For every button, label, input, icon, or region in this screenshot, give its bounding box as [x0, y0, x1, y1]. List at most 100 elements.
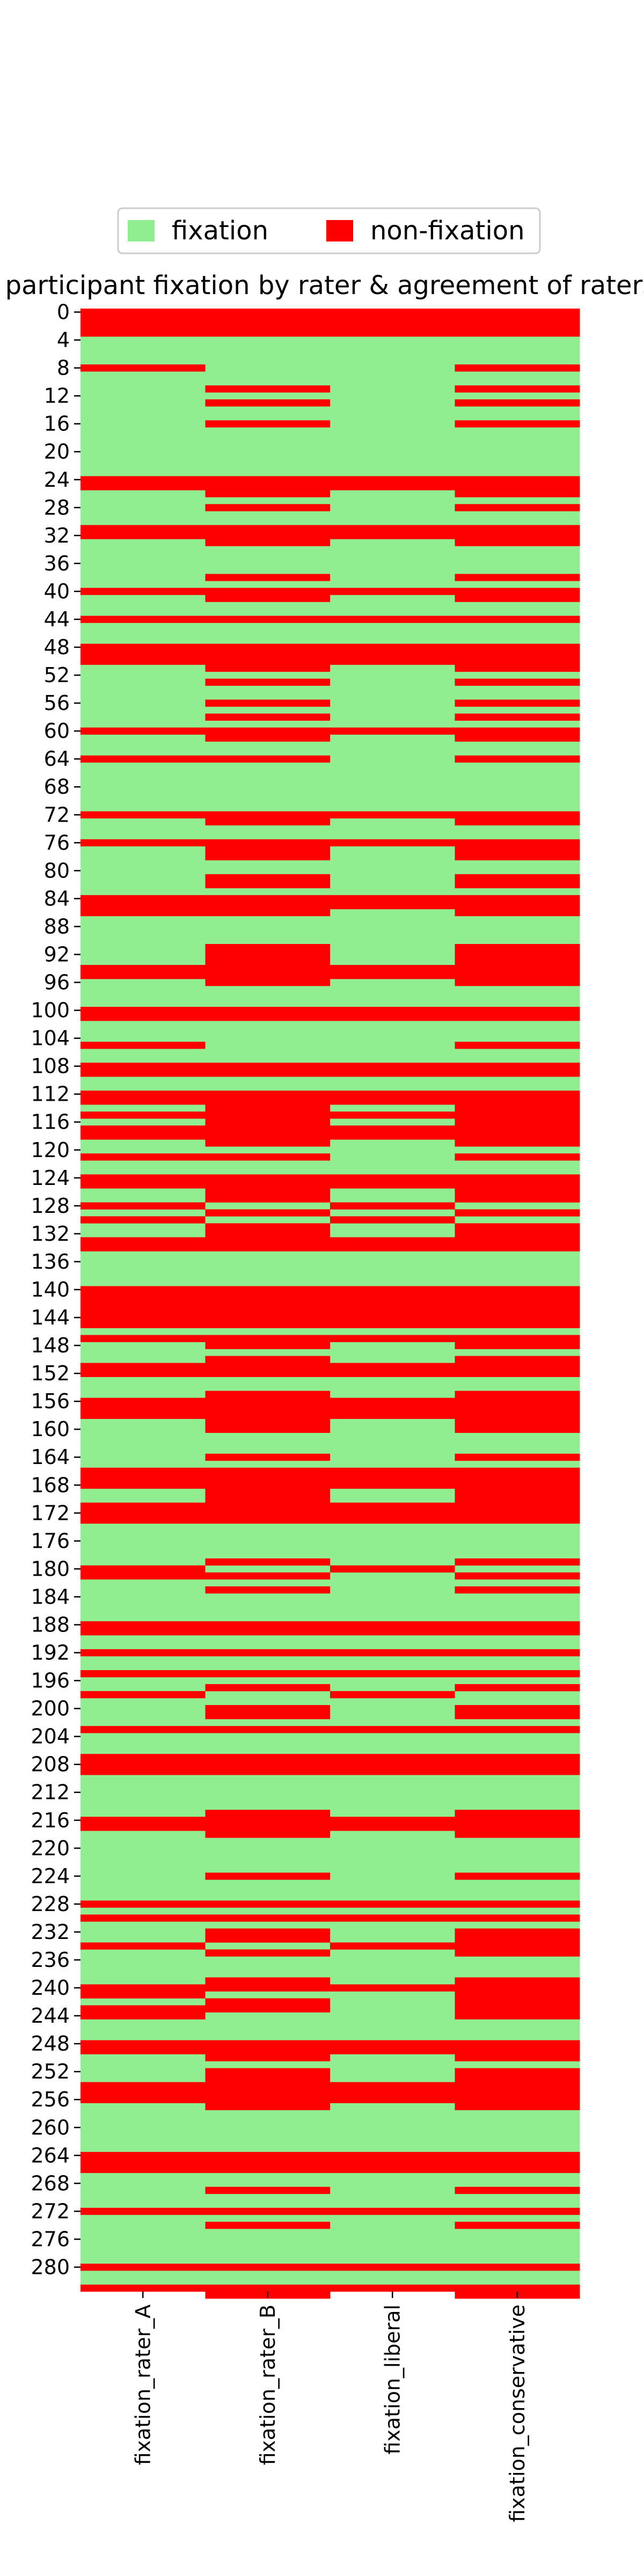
y-tick-label: 92 — [44, 942, 70, 966]
non-fixation-cell — [455, 839, 580, 861]
non-fixation-cell — [455, 1223, 580, 1252]
non-fixation-cell — [80, 1237, 206, 1252]
non-fixation-cell — [205, 2186, 331, 2194]
non-fixation-cell — [455, 1063, 580, 1077]
non-fixation-cell — [205, 616, 331, 623]
non-fixation-cell — [80, 2005, 206, 2019]
legend-label-non-fixation: non-fixation — [370, 216, 525, 246]
non-fixation-cell — [330, 1502, 455, 1524]
y-tick-label: 140 — [31, 1278, 70, 1301]
y-tick-label: 120 — [31, 1138, 70, 1162]
non-fixation-cell — [80, 1125, 206, 1140]
y-tick-label: 224 — [31, 1864, 70, 1888]
non-fixation-cell — [330, 588, 455, 595]
y-tick-label: 176 — [31, 1529, 70, 1553]
non-fixation-cell — [455, 1621, 580, 1636]
y-tick-label: 20 — [44, 440, 70, 464]
y-tick-label: 76 — [44, 831, 70, 854]
y-tick-label: 112 — [31, 1082, 70, 1106]
y-tick-label: 220 — [31, 1836, 70, 1860]
non-fixation-cell — [205, 727, 331, 742]
y-tick-label: 172 — [31, 1501, 70, 1525]
non-fixation-cell — [205, 1670, 331, 1678]
y-tick-label: 28 — [44, 496, 70, 519]
y-tick-label: 4 — [57, 328, 70, 352]
non-fixation-cell — [330, 1363, 455, 1377]
non-fixation-cell — [330, 1467, 455, 1489]
non-fixation-cell — [455, 1754, 580, 1775]
non-fixation-cell — [455, 1558, 580, 1566]
non-fixation-cell — [330, 476, 455, 491]
non-fixation-cell — [330, 1286, 455, 1328]
non-fixation-cell — [455, 1391, 580, 1433]
non-fixation-cell — [330, 727, 455, 735]
non-fixation-cell — [455, 1649, 580, 1657]
non-fixation-cell — [205, 1063, 331, 1077]
non-fixation-cell — [205, 2068, 331, 2111]
y-tick-label: 60 — [44, 719, 70, 743]
non-fixation-cell — [205, 1572, 331, 1580]
y-tick-label: 196 — [31, 1669, 70, 1693]
x-tick-label-fixation_rater_B: fixation_rater_B — [256, 2304, 280, 2465]
non-fixation-cell — [80, 1174, 206, 1189]
non-fixation-cell — [455, 811, 580, 826]
non-fixation-cell — [80, 1042, 206, 1049]
non-fixation-cell — [80, 964, 206, 979]
non-fixation-cell — [455, 1684, 580, 1692]
non-fixation-cell — [330, 1125, 455, 1140]
non-fixation-cell — [205, 1286, 331, 1328]
non-fixation-cell — [205, 1467, 331, 1524]
non-fixation-cell — [205, 2221, 331, 2229]
non-fixation-cell — [455, 678, 580, 686]
non-fixation-cell — [330, 1111, 455, 1119]
y-tick-label: 148 — [31, 1334, 70, 1357]
y-tick-label: 48 — [44, 635, 70, 659]
y-tick-label: 216 — [31, 1809, 70, 1832]
non-fixation-cell — [330, 2207, 455, 2215]
non-fixation-cell — [80, 476, 206, 491]
non-fixation-cell — [455, 1872, 580, 1880]
non-fixation-cell — [80, 1091, 206, 1105]
non-fixation-cell — [205, 1949, 331, 1957]
non-fixation-cell — [205, 1335, 331, 1349]
non-fixation-cell — [455, 699, 580, 707]
non-fixation-cell — [455, 895, 580, 917]
non-fixation-cell — [80, 1565, 206, 1580]
non-fixation-cell — [455, 1670, 580, 1678]
non-fixation-cell — [205, 525, 331, 546]
non-fixation-cell — [205, 1726, 331, 1733]
non-fixation-cell — [330, 2263, 455, 2271]
non-fixation-cell — [205, 1977, 331, 1992]
legend-swatch-non-fixation — [326, 220, 353, 241]
non-fixation-cell — [205, 1174, 331, 1203]
non-fixation-cell — [455, 1453, 580, 1461]
non-fixation-cell — [455, 385, 580, 393]
non-fixation-cell — [80, 1754, 206, 1775]
y-tick-label: 236 — [31, 1948, 70, 1972]
y-tick-label: 84 — [44, 887, 70, 910]
non-fixation-cell — [205, 1586, 331, 1594]
non-fixation-cell — [205, 1900, 331, 1908]
non-fixation-cell — [80, 1726, 206, 1733]
y-tick-label: 280 — [31, 2255, 70, 2279]
y-tick-label: 44 — [44, 608, 70, 631]
y-tick-label: 108 — [31, 1055, 70, 1078]
y-tick-label: 104 — [31, 1027, 70, 1050]
non-fixation-cell — [205, 2207, 331, 2215]
y-tick-label: 240 — [31, 1976, 70, 2000]
non-fixation-cell — [80, 1286, 206, 1328]
y-tick-label: 168 — [31, 1473, 70, 1497]
non-fixation-cell — [455, 2040, 580, 2061]
y-tick-label: 36 — [44, 552, 70, 575]
non-fixation-cell — [80, 1007, 206, 1021]
non-fixation-cell — [330, 1726, 455, 1733]
non-fixation-cell — [205, 1091, 331, 1147]
y-tick-label: 124 — [31, 1166, 70, 1190]
non-fixation-cell — [80, 1984, 206, 1999]
y-tick-label: 144 — [31, 1306, 70, 1329]
non-fixation-cell — [455, 2186, 580, 2194]
x-tick-label-fixation_rater_A: fixation_rater_A — [131, 2304, 155, 2465]
non-fixation-cell — [205, 1684, 331, 1692]
non-fixation-cell — [205, 2040, 331, 2061]
non-fixation-cell — [330, 2151, 455, 2174]
